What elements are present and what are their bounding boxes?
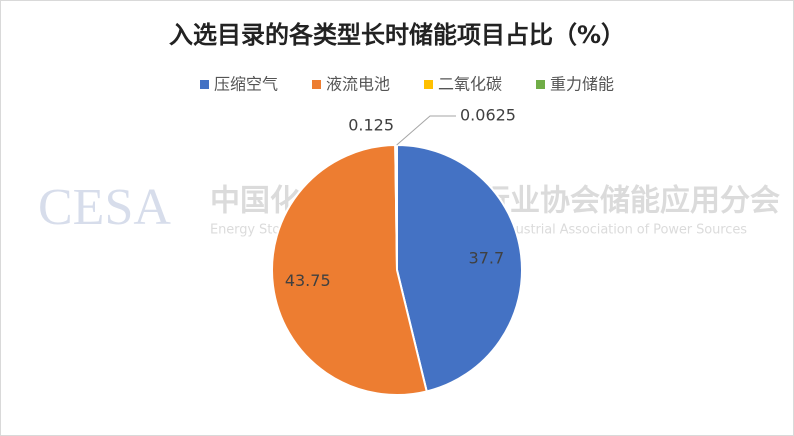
legend-label: 重力储能 <box>550 75 614 94</box>
legend-swatch <box>312 80 321 89</box>
legend-label: 液流电池 <box>326 75 390 94</box>
data-label: 0.125 <box>348 116 394 135</box>
legend-swatch <box>424 80 433 89</box>
legend-label: 二氧化碳 <box>438 75 502 94</box>
legend-label: 压缩空气 <box>214 75 278 94</box>
watermark-logo: CESA <box>38 179 171 236</box>
data-label: 0.0625 <box>460 106 516 125</box>
pie-slice <box>271 143 428 396</box>
pie-slice <box>396 143 523 393</box>
data-label: 37.7 <box>469 249 505 268</box>
pie-slice <box>395 143 398 271</box>
leader-line <box>396 115 456 146</box>
legend-swatch <box>536 80 545 89</box>
data-label: 43.75 <box>285 271 331 290</box>
chart-title: 入选目录的各类型长时储能项目占比（%） <box>169 21 625 49</box>
legend-swatch <box>200 80 209 89</box>
